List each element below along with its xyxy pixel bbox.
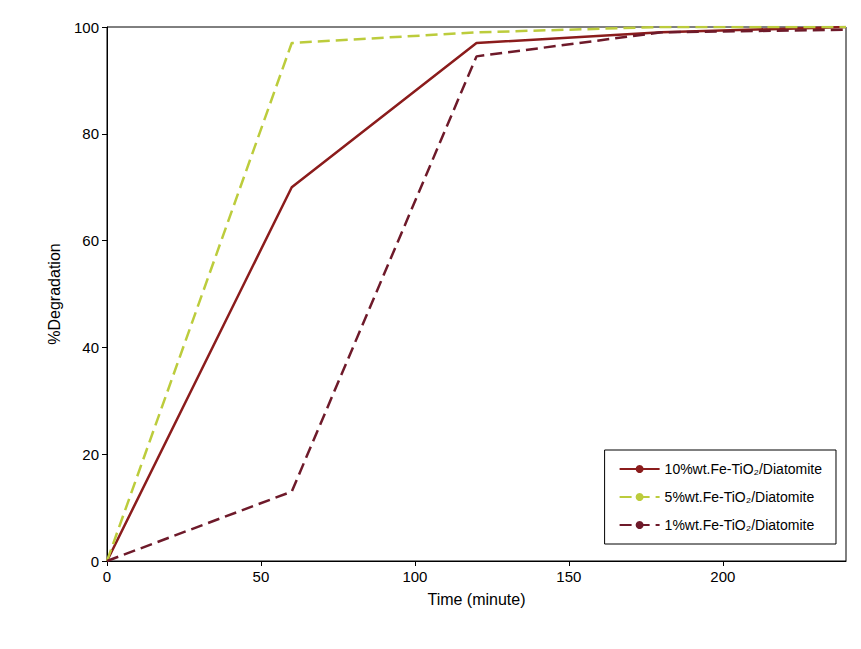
svg-text:5%wt.Fe-TiO₂/Diatomite: 5%wt.Fe-TiO₂/Diatomite — [665, 489, 815, 505]
svg-text:1%wt.Fe-TiO₂/Diatomite: 1%wt.Fe-TiO₂/Diatomite — [665, 517, 815, 533]
svg-text:80: 80 — [82, 125, 99, 142]
svg-text:200: 200 — [710, 568, 735, 585]
svg-text:100: 100 — [402, 568, 427, 585]
svg-text:10%wt.Fe-TiO₂/Diatomite: 10%wt.Fe-TiO₂/Diatomite — [665, 461, 823, 477]
svg-text:0: 0 — [103, 568, 111, 585]
svg-text:Time (minute): Time (minute) — [427, 591, 525, 608]
svg-text:100: 100 — [74, 19, 99, 36]
svg-text:0: 0 — [91, 553, 99, 570]
svg-text:%Degradation: %Degradation — [46, 243, 63, 344]
svg-text:50: 50 — [253, 568, 270, 585]
svg-text:150: 150 — [556, 568, 581, 585]
svg-text:20: 20 — [82, 446, 99, 463]
svg-text:60: 60 — [82, 232, 99, 249]
svg-text:40: 40 — [82, 339, 99, 356]
